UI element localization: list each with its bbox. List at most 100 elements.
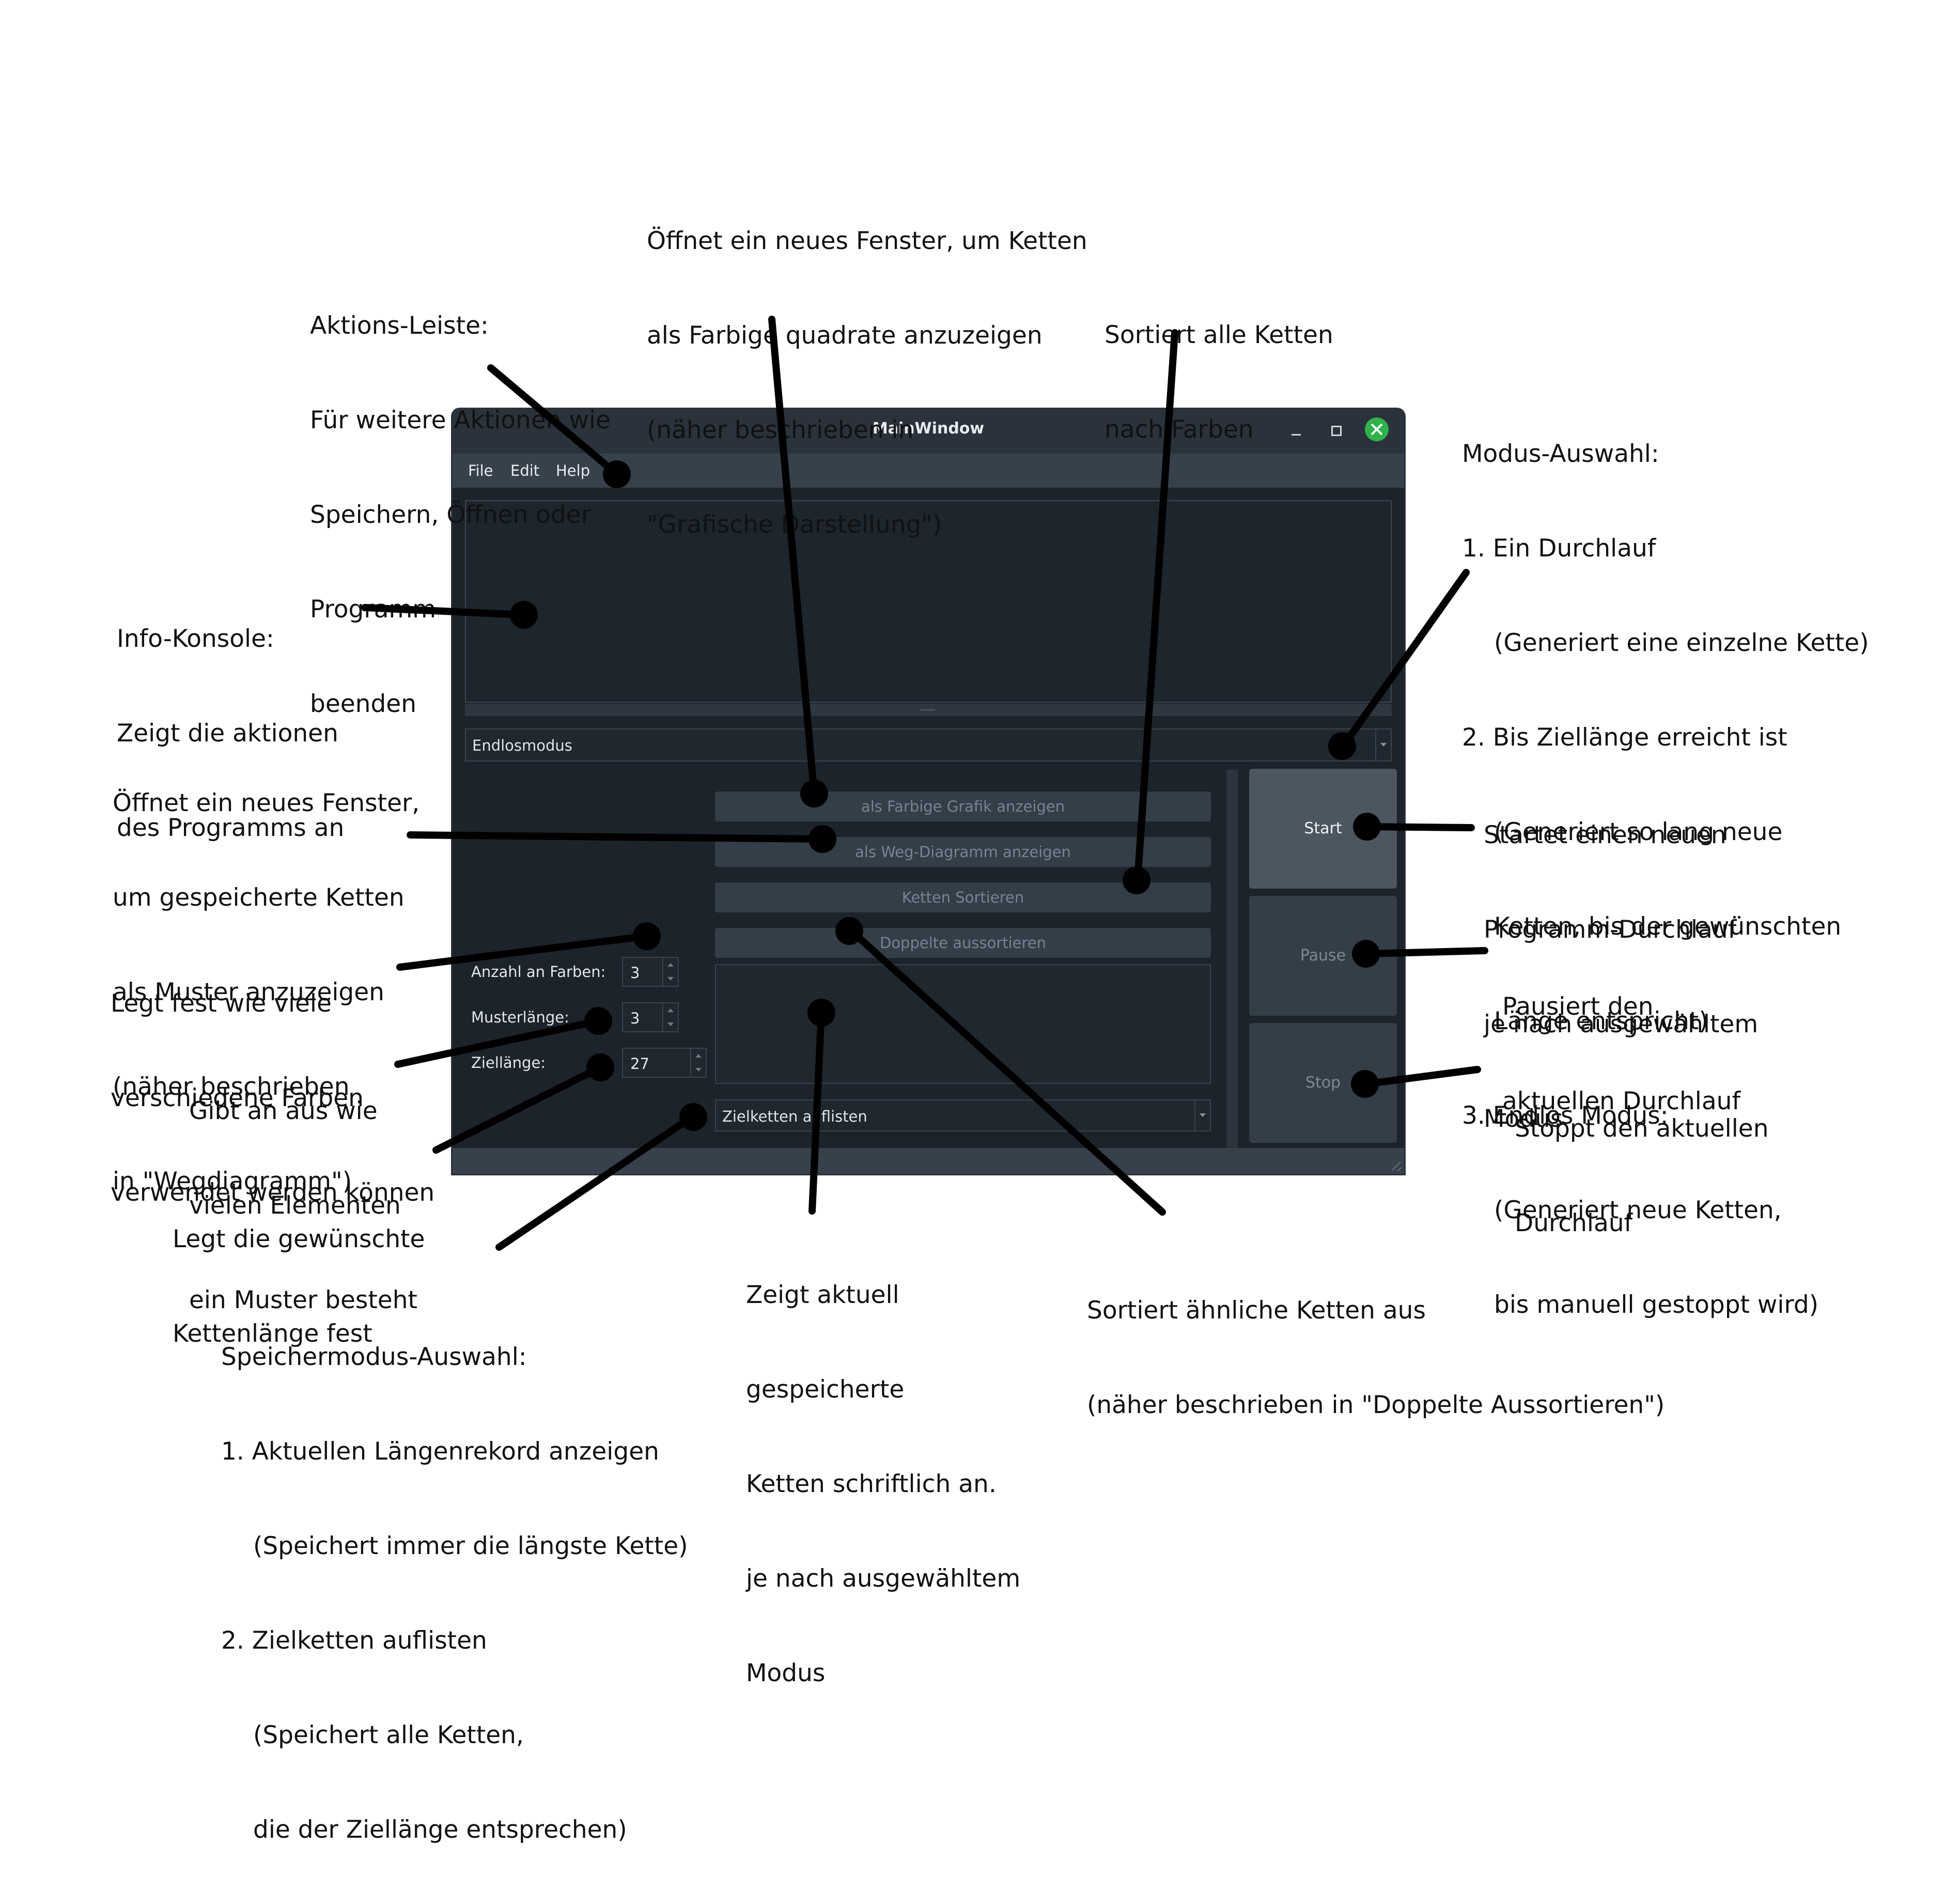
annotation-line: (Generiert so lang neue — [1494, 818, 1783, 846]
annotation-duplicates: Sortiert ähnliche Ketten aus (näher besc… — [1087, 1232, 1665, 1452]
annotation-line: 1. Aktuellen Längenrekord anzeigen — [221, 1437, 659, 1466]
annotation-stop: Stoppt den aktuellen Durchlauf — [1515, 1050, 1769, 1270]
console-resize-handle[interactable] — [465, 704, 1392, 716]
path-diagram-button[interactable]: als Weg-Diagramm anzeigen — [715, 837, 1211, 867]
annotation-line: als Muster anzuzeigen — [113, 978, 384, 1006]
annotation-line: "Grafische Darstellung") — [647, 510, 942, 539]
annotation-line: Startet einen neuen — [1484, 821, 1726, 849]
annotation-line: Legt die gewünschte — [173, 1225, 425, 1253]
mode-select-value: Endlosmodus — [472, 737, 572, 754]
annotation-line: je nach ausgewähltem — [1484, 1010, 1759, 1038]
color-graphic-button[interactable]: als Farbige Grafik anzeigen — [715, 792, 1211, 821]
annotation-line: beenden — [310, 690, 416, 718]
stored-chains-list[interactable] — [715, 964, 1211, 1084]
annotation-action-bar: Aktions-Leiste: Für weitere Aktionen wie… — [310, 247, 611, 751]
pattern-length-value: 3 — [630, 1010, 640, 1027]
panel-splitter[interactable] — [1226, 770, 1238, 1148]
annotation-line: aktuellen Durchlauf — [1502, 1087, 1741, 1115]
annotation-line: (Generiert eine einzelne Kette) — [1494, 629, 1869, 657]
spin-arrows-icon[interactable] — [662, 958, 678, 986]
start-button[interactable]: Start — [1249, 769, 1397, 889]
annotation-line: Durchlauf — [1515, 1209, 1633, 1237]
maximize-icon[interactable] — [1325, 420, 1347, 442]
annotation-line: um gespeicherte Ketten — [113, 883, 405, 912]
annotation-line: 1. Ein Durchlauf — [1462, 534, 1656, 563]
spin-arrows-icon[interactable] — [662, 1003, 678, 1031]
annotation-line: Pausiert den — [1502, 992, 1654, 1021]
annotation-sort-colors: Sortiert alle Ketten nach Farben — [1105, 256, 1333, 477]
remove-duplicates-button[interactable]: Doppelte aussortieren — [715, 928, 1211, 958]
annotation-line: Stoppt den aktuellen — [1515, 1114, 1769, 1143]
save-mode-select[interactable]: Zielketten auflisten — [715, 1099, 1211, 1131]
annotation-info-console: Info-Konsole: Zeigt die aktionen des Pro… — [117, 560, 344, 875]
annotation-line: Modus — [1484, 1105, 1563, 1133]
color-count-label: Anzahl an Farben: — [471, 963, 606, 981]
annotation-line: in "Wegdiagramm") — [113, 1167, 352, 1196]
resize-grip-icon[interactable] — [1389, 1158, 1401, 1171]
annotation-line: (näher beschrieben — [113, 1073, 350, 1101]
annotation-line: Öffnet ein neues Fenster, — [113, 789, 420, 817]
annotation-line: als Farbige quadrate anzuzeigen — [647, 321, 1043, 350]
annotation-start: Startet einen neuen Programm-Durchlauf j… — [1484, 756, 1758, 1166]
annotation-line: Sortiert alle Ketten — [1105, 321, 1333, 349]
info-console[interactable] — [465, 500, 1392, 703]
annotation-line: Für weitere Aktionen wie — [310, 406, 611, 435]
annotation-save-mode: Speichermodus-Auswahl: 1. Aktuellen Läng… — [221, 1278, 688, 1877]
color-count-value: 3 — [630, 964, 640, 982]
window-title: MainWindow — [872, 420, 985, 438]
annotation-line: Sortiert ähnliche Ketten aus — [1087, 1296, 1426, 1325]
annotation-color-count: Legt fest wie viele verschiedene Farben … — [111, 925, 434, 1240]
pause-button[interactable]: Pause — [1249, 896, 1397, 1016]
sort-chains-button[interactable]: Ketten Sortieren — [715, 882, 1211, 912]
annotation-pause: Pausiert den aktuellen Durchlauf — [1502, 928, 1740, 1149]
annotation-pattern-length: Gibt an aus wie vielen Elementen ein Mus… — [189, 1032, 417, 1347]
annotation-line: verschiedene Farben — [111, 1084, 364, 1112]
annotation-line: Ketten, bis der gewünschten — [1494, 912, 1842, 941]
stop-button[interactable]: Stop — [1249, 1023, 1397, 1143]
close-icon[interactable] — [1365, 417, 1389, 441]
annotation-line: (Speichert immer die längste Kette) — [253, 1532, 688, 1560]
annotation-line: Legt fest wie viele — [111, 989, 332, 1018]
annotation-line: Programm-Durchlauf — [1484, 916, 1737, 944]
annotation-line: Öffnet ein neues Fenster, um Ketten — [647, 227, 1087, 255]
annotation-line: (Generiert neue Ketten, — [1494, 1196, 1782, 1224]
annotation-line: Kettenlänge fest — [173, 1320, 372, 1348]
annotation-line: Länge entspricht) — [1494, 1007, 1708, 1035]
annotation-line: Modus-Auswahl: — [1462, 440, 1659, 468]
chevron-down-icon — [1375, 730, 1391, 761]
annotation-line: Info-Konsole: — [117, 625, 274, 653]
chevron-down-icon — [1194, 1100, 1210, 1130]
annotation-line: je nach ausgewähltem — [746, 1564, 1021, 1593]
color-count-spinbox[interactable]: 3 — [622, 957, 679, 987]
annotation-line: Speichern, Öffnen oder — [310, 501, 591, 529]
annotation-path-window: Öffnet ein neues Fenster, um gespeichert… — [113, 724, 419, 1229]
annotation-line: (Speichert alle Ketten, — [253, 1721, 524, 1749]
status-bar — [453, 1148, 1404, 1174]
annotation-line: Gibt an aus wie — [189, 1097, 378, 1125]
annotation-line: Ketten schriftlich an. — [746, 1470, 997, 1498]
annotation-line: Modus — [746, 1659, 826, 1687]
annotation-line: 2. Bis Ziellänge erreicht ist — [1462, 723, 1787, 752]
annotation-line: verwendet werden können — [111, 1178, 435, 1207]
annotation-color-window: Öffnet ein neues Fenster, um Ketten als … — [647, 162, 1087, 572]
annotation-stored-chains: Zeigt aktuell gespeicherte Ketten schrif… — [746, 1216, 1020, 1720]
save-mode-value: Zielketten auflisten — [722, 1108, 867, 1125]
spin-arrows-icon[interactable] — [690, 1049, 706, 1077]
annotation-line: 3. Endlos Modus: — [1462, 1102, 1669, 1130]
annotation-line: (näher beschrieben in "Doppelte Aussorti… — [1087, 1391, 1665, 1419]
annotation-line: vielen Elementen — [189, 1191, 401, 1220]
annotation-line: Speichermodus-Auswahl: — [221, 1343, 527, 1371]
annotation-line: des Programms an — [117, 814, 345, 842]
annotation-line: ein Muster besteht — [189, 1286, 417, 1314]
minimize-icon[interactable] — [1285, 420, 1308, 442]
pattern-length-spinbox[interactable]: 3 — [622, 1002, 679, 1032]
annotation-line: 2. Zielketten auflisten — [221, 1626, 487, 1655]
annotation-mode-select: Modus-Auswahl: 1. Ein Durchlauf (Generie… — [1462, 375, 1869, 1352]
annotation-line: nach Farben — [1105, 415, 1254, 444]
pattern-length-label: Musterlänge: — [471, 1009, 569, 1026]
annotation-line: Zeigt aktuell — [746, 1281, 899, 1309]
target-length-spinbox[interactable]: 27 — [622, 1048, 707, 1078]
annotation-line: die der Ziellänge entsprechen) — [253, 1816, 627, 1844]
annotation-line: Aktions-Leiste: — [310, 312, 489, 340]
mode-select[interactable]: Endlosmodus — [465, 728, 1392, 762]
